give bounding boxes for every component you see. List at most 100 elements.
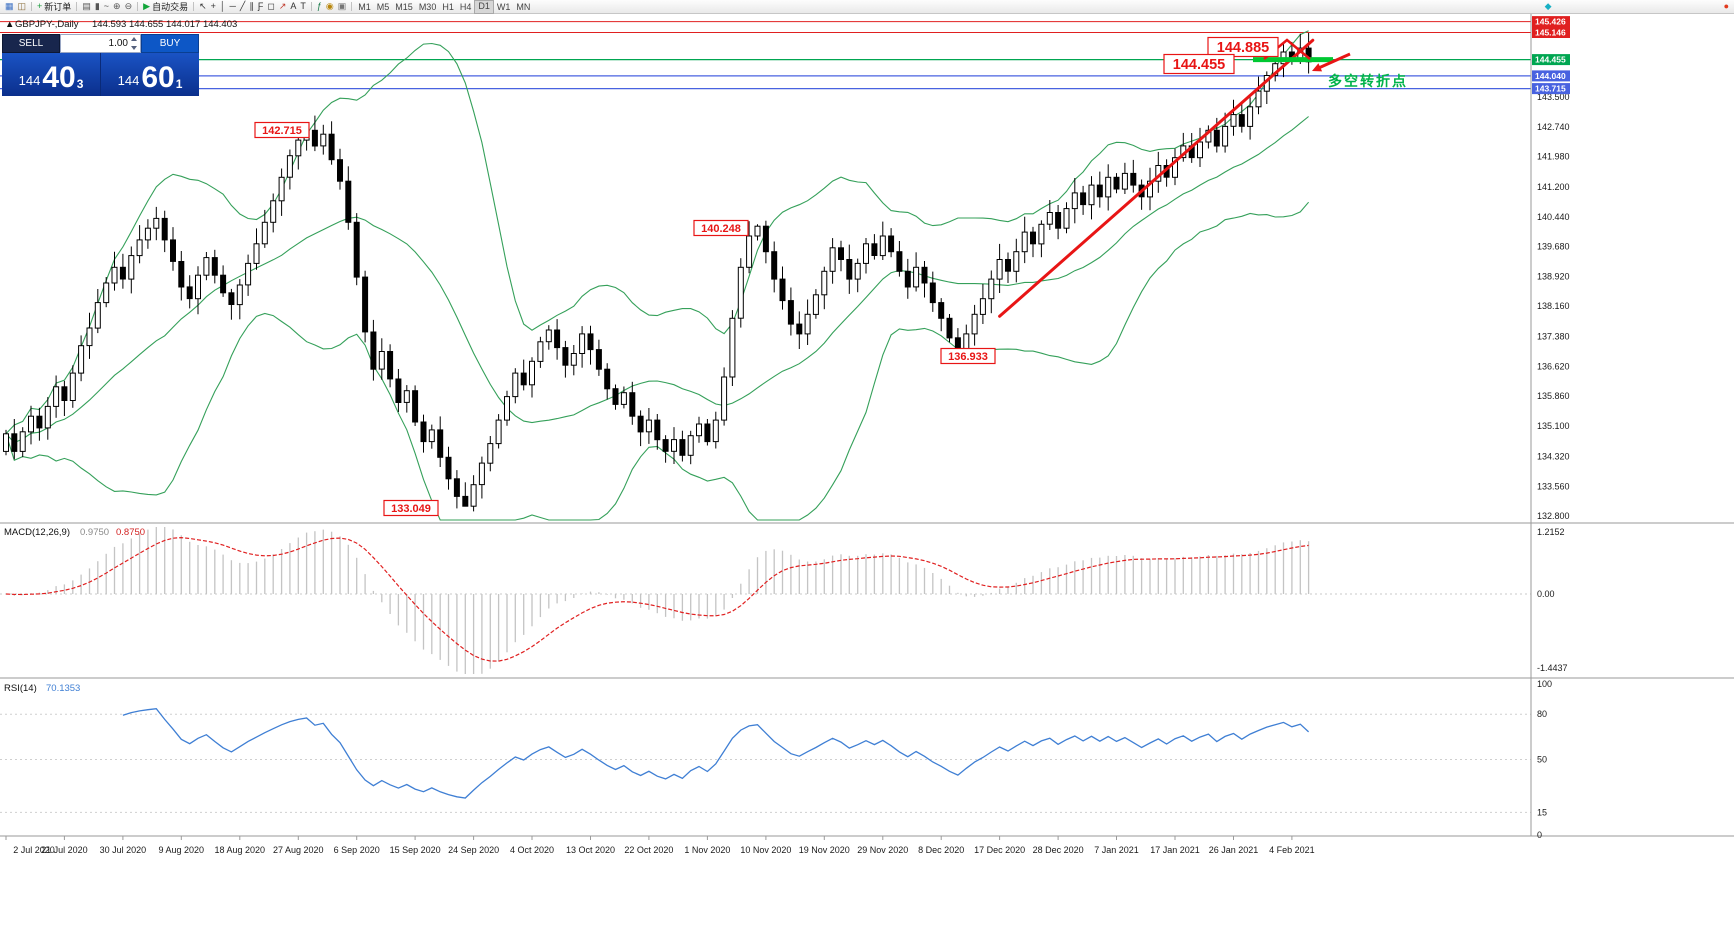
macd-scale-label: 1.2152 bbox=[1537, 527, 1565, 537]
volume-value[interactable]: 1.00 bbox=[108, 38, 128, 49]
timeframe-m30[interactable]: M30 bbox=[418, 1, 437, 12]
toolbar-separator bbox=[193, 2, 195, 11]
price-scale-label: 138.160 bbox=[1537, 301, 1570, 311]
bollinger-lower bbox=[5, 201, 1310, 521]
rsi-header: RSI(14) bbox=[4, 683, 37, 694]
timeframe-m1[interactable]: M1 bbox=[358, 1, 371, 12]
arrow-head-icon bbox=[1312, 63, 1323, 72]
date-label: 30 Jul 2020 bbox=[100, 845, 147, 855]
sell-price-main: 144 bbox=[18, 73, 41, 88]
price-scale[interactable]: 143.500 142.740 141.980 141.200 140.440 139.6… bbox=[1532, 16, 1570, 521]
timeframe-h4[interactable]: H4 bbox=[459, 1, 472, 12]
buy-price[interactable]: 144 60 1 bbox=[101, 53, 199, 96]
autotrading-button[interactable]: ▶ 自动交易 bbox=[141, 0, 190, 13]
new-order-button[interactable]: + 新订单 bbox=[35, 0, 73, 13]
date-label: 26 Jan 2021 bbox=[1209, 845, 1259, 855]
timeframe-mn[interactable]: MN bbox=[516, 1, 531, 12]
new-chart-icon: ▦ bbox=[5, 1, 14, 11]
annotation-text: 142.715 bbox=[262, 125, 302, 137]
volume-down-arrow[interactable] bbox=[131, 46, 137, 50]
macd-scale[interactable]: 1.2152 0.00 -1.4437 bbox=[1537, 527, 1568, 673]
rsi-panel[interactable] bbox=[0, 708, 1531, 813]
timeframe-m15[interactable]: M15 bbox=[395, 1, 413, 12]
candlestick-chart-icon[interactable]: ▮ bbox=[93, 0, 102, 13]
templates-icon[interactable]: ▣ bbox=[336, 0, 349, 13]
macd-panel[interactable] bbox=[0, 527, 1531, 674]
rsi-scale-label: 80 bbox=[1537, 709, 1547, 719]
line-chart-icon[interactable]: ~ bbox=[102, 0, 111, 13]
bar-chart-icon[interactable]: ▤ bbox=[80, 0, 93, 13]
timeframe-h1[interactable]: H1 bbox=[442, 1, 454, 12]
timeframe-m5[interactable]: M5 bbox=[376, 1, 390, 12]
price-annotation-labels[interactable]: 142.715 140.248 136.933 133.049 144.885144.4… bbox=[254, 36, 1279, 517]
candlestick-chart-icon: ▮ bbox=[94, 1, 100, 11]
rsi-scale[interactable]: 100 80 50 15 0 bbox=[1537, 679, 1552, 840]
annotation-box[interactable] bbox=[1207, 36, 1279, 58]
price-scale-label: 132.800 bbox=[1537, 511, 1570, 521]
annotation-text: 144.455 bbox=[1173, 57, 1225, 73]
price-scale-label: 136.620 bbox=[1537, 361, 1570, 371]
trendline-icon[interactable]: ╱ bbox=[238, 0, 247, 13]
cursor-icon: ↖ bbox=[199, 1, 207, 11]
horizontal-line-icon[interactable]: ─ bbox=[228, 0, 238, 13]
cursor-icon[interactable]: ↖ bbox=[197, 0, 209, 13]
indicators-icon[interactable]: ƒ bbox=[315, 0, 324, 13]
panel-headers: ▲ GBPJPY-,Daily 144.593 144.655 144.017 14… bbox=[4, 19, 237, 694]
date-label: 27 Aug 2020 bbox=[273, 845, 324, 855]
chart-drawings[interactable]: 多空转折点 bbox=[998, 38, 1408, 318]
buy-price-big: 60 bbox=[141, 61, 175, 94]
date-label: 15 Sep 2020 bbox=[390, 845, 441, 855]
marker-diamond-icon[interactable]: ◆ bbox=[1543, 0, 1554, 13]
buy-button[interactable]: BUY bbox=[141, 34, 199, 53]
date-label: 9 Aug 2020 bbox=[159, 845, 205, 855]
price-scale-label: 135.100 bbox=[1537, 421, 1570, 431]
price-scale-label: 141.200 bbox=[1537, 182, 1570, 192]
timeframe-w1[interactable]: W1 bbox=[496, 1, 511, 12]
chart-ohlc-values: 144.593 144.655 144.017 144.403 bbox=[92, 19, 237, 30]
bullish-trendline[interactable] bbox=[998, 38, 1315, 318]
rsi-line bbox=[122, 708, 1310, 799]
annotation-box[interactable] bbox=[254, 121, 310, 139]
annotation-box[interactable] bbox=[940, 347, 996, 365]
fibonacci-icon[interactable]: Ƒ bbox=[256, 0, 266, 13]
volume-up-arrow[interactable] bbox=[131, 37, 137, 41]
sell-button[interactable]: SELL bbox=[2, 34, 60, 53]
annotation-text: 144.885 bbox=[1217, 40, 1269, 56]
turning-point-label[interactable]: 多空转折点 bbox=[1328, 73, 1408, 89]
zoom-out-icon[interactable]: ⊖ bbox=[123, 0, 135, 13]
price-scale-label: 142.740 bbox=[1537, 122, 1570, 132]
alert-status-icon[interactable]: ● bbox=[1722, 0, 1731, 13]
text-tool-icon[interactable]: A bbox=[288, 0, 298, 13]
annotation-box[interactable] bbox=[1163, 53, 1235, 75]
timeframe-d1[interactable]: D1 bbox=[474, 0, 494, 14]
annotation-box[interactable] bbox=[693, 219, 749, 237]
window-profiles-icon: ◫ bbox=[17, 1, 27, 11]
equidistant-channel-icon[interactable]: ∥ bbox=[247, 0, 256, 13]
price-chart[interactable]: 多空转折点 142.715 140.248 136.933 133.049 144.885… bbox=[0, 14, 1734, 937]
price-tag bbox=[1532, 54, 1570, 66]
annotation-box[interactable] bbox=[383, 499, 439, 517]
sell-price[interactable]: 144 40 3 bbox=[2, 53, 101, 96]
date-label: 7 Jan 2021 bbox=[1094, 845, 1139, 855]
date-label: 29 Nov 2020 bbox=[857, 845, 908, 855]
new-chart-icon[interactable]: ▦ bbox=[3, 0, 16, 13]
arrow-tool-icon[interactable]: ↗ bbox=[277, 0, 289, 13]
crosshair-icon[interactable]: + bbox=[209, 0, 218, 13]
turning-point-arrow[interactable] bbox=[1316, 52, 1351, 70]
periods-icon[interactable]: ◉ bbox=[324, 0, 336, 13]
date-label: 17 Dec 2020 bbox=[974, 845, 1025, 855]
chart-window: 多空转折点 142.715 140.248 136.933 133.049 144.885… bbox=[0, 14, 1734, 937]
macd-header: MACD(12,26,9) bbox=[4, 527, 70, 538]
volume-field[interactable]: 1.00 bbox=[60, 34, 141, 53]
shapes-icon[interactable]: ◻ bbox=[265, 0, 276, 13]
volume-stepper[interactable] bbox=[129, 36, 139, 51]
macd-signal-line bbox=[5, 536, 1309, 662]
price-scale-label: 135.860 bbox=[1537, 391, 1570, 401]
text-label-icon[interactable]: T bbox=[298, 0, 308, 13]
zoom-in-icon[interactable]: ⊕ bbox=[111, 0, 123, 13]
window-profiles-icon[interactable]: ◫ bbox=[16, 0, 29, 13]
vertical-line-icon[interactable]: │ bbox=[218, 0, 228, 13]
candlesticks[interactable] bbox=[3, 33, 1312, 512]
annotation-text: 140.248 bbox=[701, 223, 741, 235]
